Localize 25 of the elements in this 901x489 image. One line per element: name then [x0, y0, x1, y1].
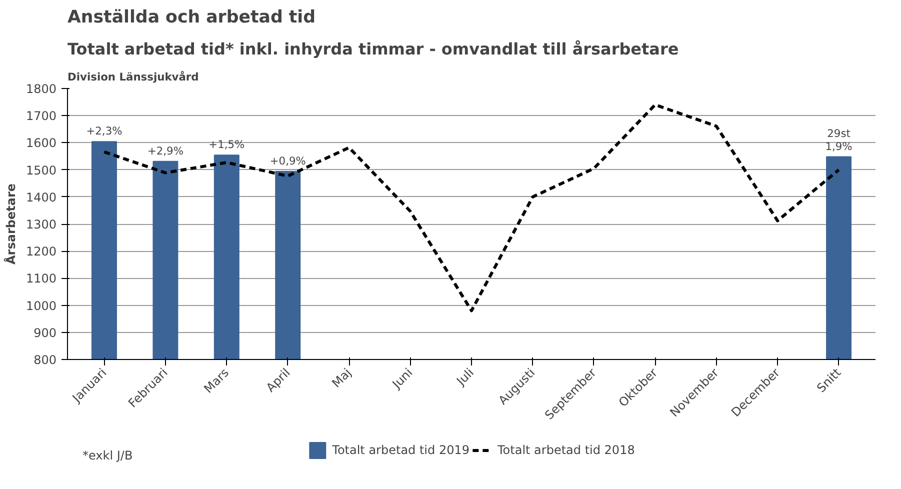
annotation: 29st: [827, 126, 850, 140]
x-tick-label: Maj: [329, 366, 354, 390]
y-tick-label: 1800: [26, 82, 57, 96]
y-tick-label: 1300: [26, 218, 57, 232]
y-tick-label: 900: [34, 326, 56, 340]
text: Anställda och arbetad tid: [68, 8, 316, 28]
y-tick-label: 1200: [26, 244, 57, 259]
y-tick-label: 1000: [26, 298, 57, 313]
annotation: +1,5%: [208, 138, 245, 152]
y-axis-title: Årsarbetare: [2, 184, 18, 264]
annotation: +0,9%: [270, 154, 306, 168]
annotation: 1,9%: [825, 140, 852, 153]
y-tick-label: 800: [34, 353, 56, 367]
y-tick-label: 1500: [26, 163, 57, 178]
y-tick-label: 1400: [26, 190, 57, 204]
y-tick-label: 1100: [26, 272, 57, 286]
annotation: +2,3%: [86, 124, 122, 138]
annotation: +2,9%: [147, 144, 184, 158]
chart-title: Totalt arbetad tid* inkl. inhyrda timmar - omvandlat till årsarbetare: [68, 40, 679, 58]
chart-subtitle: Division Länssjukvård: [68, 70, 199, 84]
legend-label: Totalt arbetad tid 2018: [498, 443, 635, 457]
y-tick-label: 1700: [26, 109, 57, 124]
y-tick-label: 1600: [26, 136, 57, 150]
legend-label: Totalt arbetad tid 2019: [332, 443, 470, 457]
text: *exkl J/B: [82, 448, 133, 462]
